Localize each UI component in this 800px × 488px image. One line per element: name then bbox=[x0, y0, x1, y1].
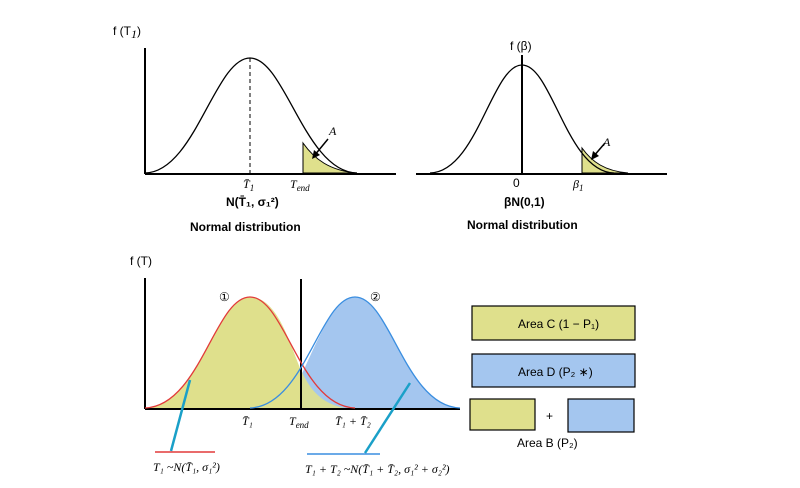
curve-2-blue bbox=[249, 296, 461, 409]
x-tend-label: Tend bbox=[289, 414, 309, 430]
dist-label-1: N(T̄₁, σ₁²) bbox=[226, 195, 279, 209]
curve-1-marker: ① bbox=[219, 290, 230, 304]
panel-combined: f (T) ① ② T̄₁ Tend T̄₁ + T̄₂ T₁ ~N(T̄₁, … bbox=[130, 254, 461, 476]
area-a-label-1: A bbox=[328, 124, 337, 138]
y-label-3: f (T) bbox=[130, 254, 152, 268]
area-c-box bbox=[471, 305, 636, 341]
leader-line-1 bbox=[169, 379, 192, 452]
area-d-shade bbox=[301, 297, 460, 408]
caption-2: Normal distribution bbox=[467, 218, 578, 232]
area-a-shade-2 bbox=[581, 146, 629, 174]
panel-standard-normal: f (β) A 0 β1 βN(0,1) Normal distribution bbox=[416, 39, 667, 232]
dist2-label: T₁ + T₂ ~N(T̄₁ + T̄₂, σ₁² + σ₂²) bbox=[305, 462, 450, 476]
curve-2-marker: ② bbox=[370, 290, 381, 304]
y-label-2: f (β) bbox=[510, 39, 532, 53]
arrowhead-1 bbox=[312, 150, 320, 159]
zero-tick-label: 0 bbox=[513, 176, 520, 190]
area-b-yellow-box bbox=[469, 398, 536, 431]
panel-normal-t1: f (T1) A T̄1 Tend N(T̄₁, σ₁²) Normal dis… bbox=[113, 24, 396, 234]
mean-tick-label-1: T̄1 bbox=[243, 177, 254, 193]
area-c-label: Area C (1 − P₁) bbox=[518, 317, 599, 331]
area-d-label: Area D (P₂ ∗) bbox=[518, 365, 593, 379]
x-mean1-label: T̄₁ bbox=[242, 414, 253, 428]
arrowhead-2 bbox=[591, 151, 599, 160]
area-b-label: Area B (P₂) bbox=[517, 436, 578, 450]
dist1-label: T₁ ~N(T̄₁, σ₁²) bbox=[153, 460, 220, 474]
plus-sign: + bbox=[546, 409, 553, 423]
area-c-shade bbox=[145, 297, 301, 408]
bell-curve-1 bbox=[144, 57, 358, 174]
tend-tick-label-1: Tend bbox=[290, 177, 310, 193]
area-a-shade-1 bbox=[302, 141, 356, 174]
area-a-label-2: A bbox=[602, 135, 611, 149]
legend: Area C (1 − P₁) Area D (P₂ ∗) + Area B (… bbox=[469, 305, 636, 450]
overlap-shade bbox=[301, 370, 345, 408]
beta1-tick-label: β1 bbox=[572, 177, 583, 193]
area-b-blue-box bbox=[567, 398, 635, 433]
caption-1: Normal distribution bbox=[190, 220, 301, 234]
bell-curve-2 bbox=[429, 64, 615, 174]
x-sum-label: T̄₁ + T̄₂ bbox=[335, 414, 371, 428]
dist-label-2: βN(0,1) bbox=[504, 195, 545, 209]
area-d-box bbox=[471, 353, 636, 388]
leader-line-2 bbox=[363, 382, 412, 454]
curve-1-red bbox=[144, 296, 356, 409]
y-label-1: f (T1) bbox=[113, 24, 141, 41]
